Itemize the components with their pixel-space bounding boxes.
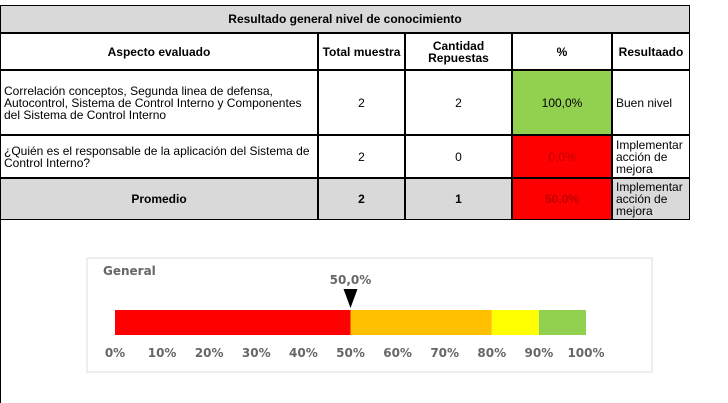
sheet-border <box>0 220 1 403</box>
scale-label: 80% <box>477 346 506 360</box>
table-cell: 0,0% <box>512 135 612 178</box>
footer-cell: Promedio <box>0 178 318 220</box>
header-cell: Total muestra <box>318 33 405 70</box>
table-cell: 2 <box>405 70 512 135</box>
footer-cell: 2 <box>318 178 405 220</box>
scale-label: 100% <box>567 346 604 360</box>
table-cell: 2 <box>318 135 405 178</box>
table-title: Resultado general nivel de conocimiento <box>0 5 690 33</box>
table-cell: 2 <box>318 70 405 135</box>
table-cell: Implementar acción de mejora <box>612 135 690 178</box>
header-cell: Aspecto evaluado <box>0 33 318 70</box>
gauge-segment <box>491 310 539 335</box>
footer-cell: 1 <box>405 178 512 220</box>
header-cell: Resultaado <box>612 33 690 70</box>
gauge-segment <box>350 310 492 335</box>
footer-cell: 50,0% <box>512 178 612 220</box>
table-cell: Correlación conceptos, Segunda linea de … <box>0 70 318 135</box>
table-cell: 100,0% <box>512 70 612 135</box>
footer-cell: Implementar acción de mejora <box>612 178 690 220</box>
table-cell: Buen nivel <box>612 70 690 135</box>
gauge-segment <box>115 310 351 335</box>
marker <box>343 289 358 308</box>
scale-label: 0% <box>105 346 125 360</box>
scale-label: 50% <box>336 346 365 360</box>
header-cell: Cantidad Repuestas <box>405 33 512 70</box>
scale-label: 90% <box>525 346 554 360</box>
gauge-segment <box>538 310 586 335</box>
table-cell: ¿Quién es el responsable de la aplicació… <box>0 135 318 178</box>
scale-label: 60% <box>383 346 412 360</box>
table-cell: 0 <box>405 135 512 178</box>
scale-label: 20% <box>195 346 224 360</box>
gauge-title: General <box>103 264 156 278</box>
gauge-frame <box>86 257 653 373</box>
scale-label: 10% <box>148 346 177 360</box>
scale-label: 70% <box>430 346 459 360</box>
marker-label: 50,0% <box>330 273 372 287</box>
scale-label: 40% <box>289 346 318 360</box>
scale-label: 30% <box>242 346 271 360</box>
header-cell: % <box>512 33 612 70</box>
